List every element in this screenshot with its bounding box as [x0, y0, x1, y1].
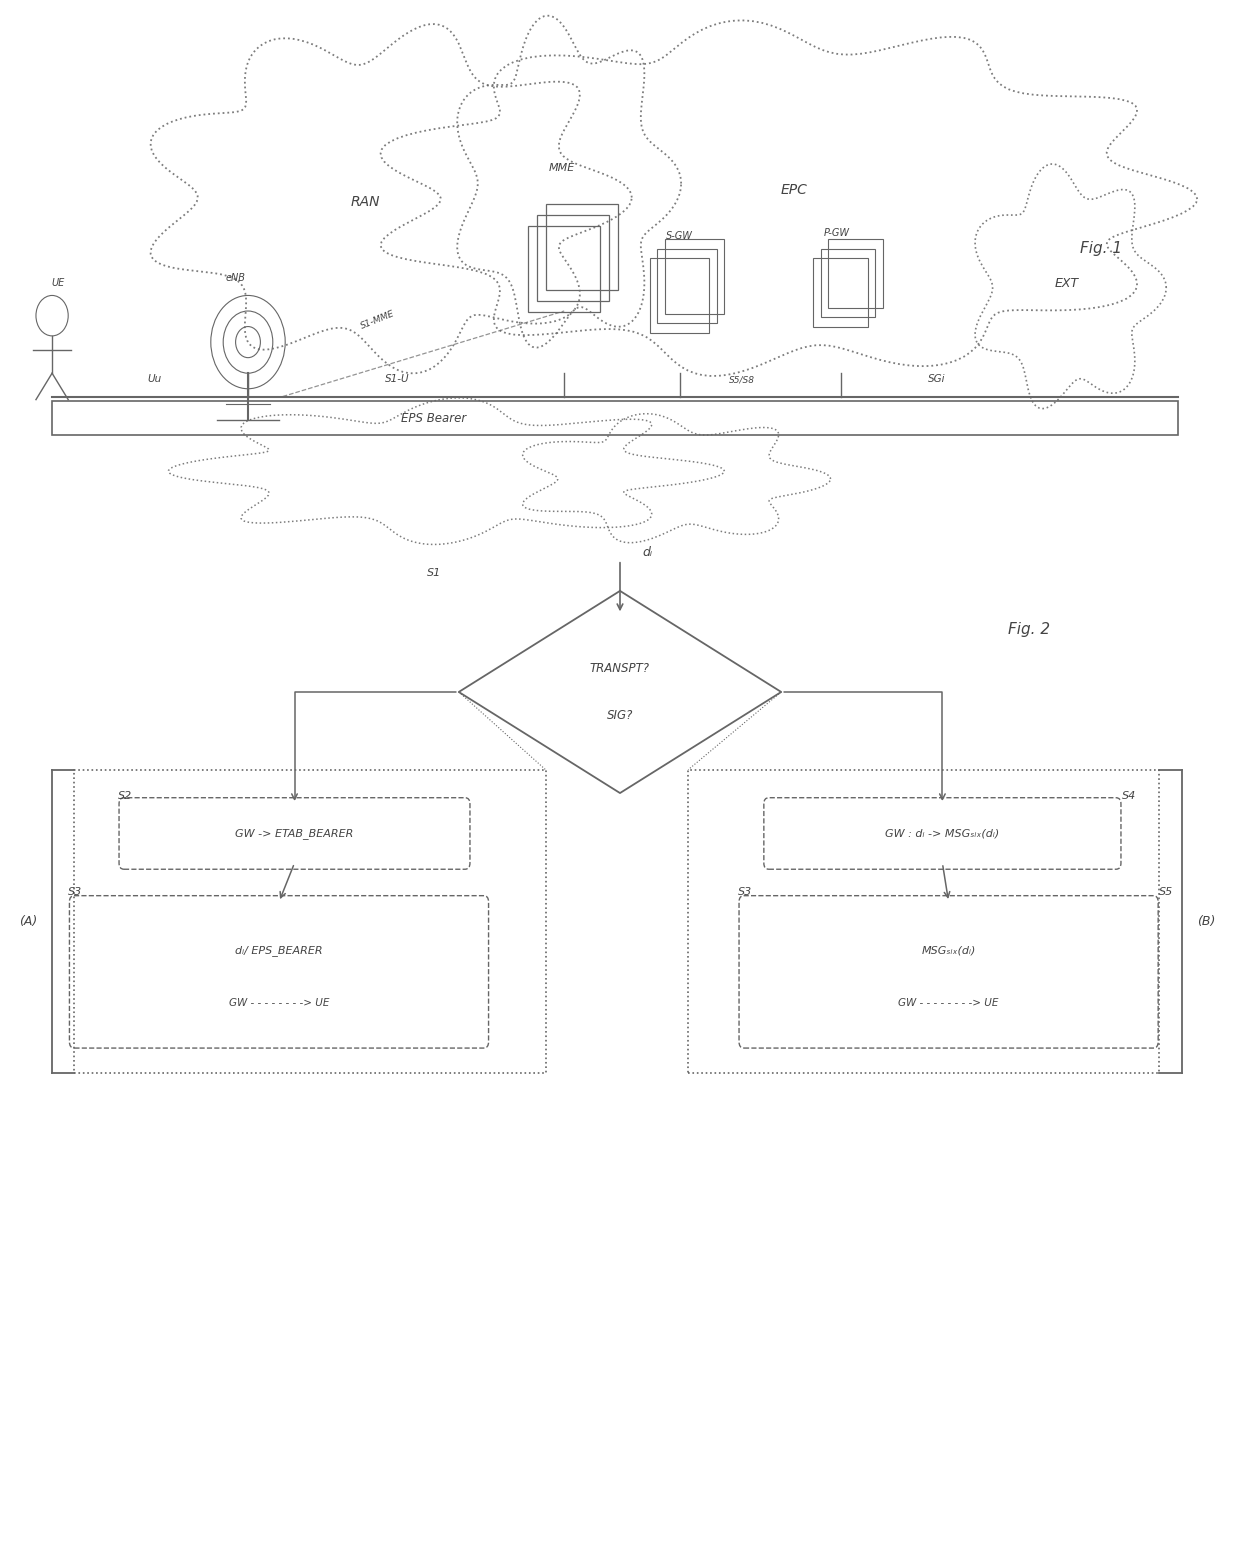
Text: RAN: RAN	[351, 194, 381, 210]
Text: Fig. 2: Fig. 2	[1008, 622, 1050, 638]
Text: GW - - - - - - - -> UE: GW - - - - - - - -> UE	[229, 998, 329, 1008]
Text: EXT: EXT	[1054, 277, 1079, 289]
Text: SGi: SGi	[928, 375, 945, 384]
Text: (A): (A)	[19, 914, 37, 928]
Text: eNB: eNB	[226, 274, 246, 283]
Text: MSGₛᵢₓ(dᵢ): MSGₛᵢₓ(dᵢ)	[921, 945, 976, 956]
Text: UE: UE	[52, 278, 64, 288]
Text: dᵢ/ EPS_BEARER: dᵢ/ EPS_BEARER	[236, 945, 322, 956]
Text: EPS Bearer: EPS Bearer	[402, 412, 466, 425]
Text: S3: S3	[738, 888, 751, 897]
Text: GW : dᵢ -> MSGₛᵢₓ(dᵢ): GW : dᵢ -> MSGₛᵢₓ(dᵢ)	[885, 829, 999, 838]
Text: Uu: Uu	[148, 375, 162, 384]
Text: S5: S5	[1159, 888, 1173, 897]
Text: Fig. 1: Fig. 1	[1080, 241, 1122, 257]
Text: TRANSPT?: TRANSPT?	[590, 662, 650, 675]
Text: S5/S8: S5/S8	[729, 375, 754, 384]
Text: EPC: EPC	[780, 182, 807, 197]
Text: SIG?: SIG?	[606, 709, 634, 722]
Text: P-GW: P-GW	[825, 229, 849, 238]
Text: S1-U: S1-U	[384, 375, 409, 384]
Text: dᵢ: dᵢ	[642, 546, 652, 558]
Text: (B): (B)	[1197, 914, 1215, 928]
Text: GW - - - - - - - -> UE: GW - - - - - - - -> UE	[899, 998, 998, 1008]
Text: S1-MME: S1-MME	[360, 309, 397, 331]
Text: S3: S3	[68, 888, 82, 897]
Text: GW -> ETAB_BEARER: GW -> ETAB_BEARER	[236, 827, 353, 840]
Text: S1: S1	[427, 569, 441, 578]
Text: S2: S2	[118, 791, 131, 801]
Text: S-GW: S-GW	[666, 232, 693, 241]
Text: S4: S4	[1122, 791, 1136, 801]
Text: MME: MME	[548, 163, 575, 173]
